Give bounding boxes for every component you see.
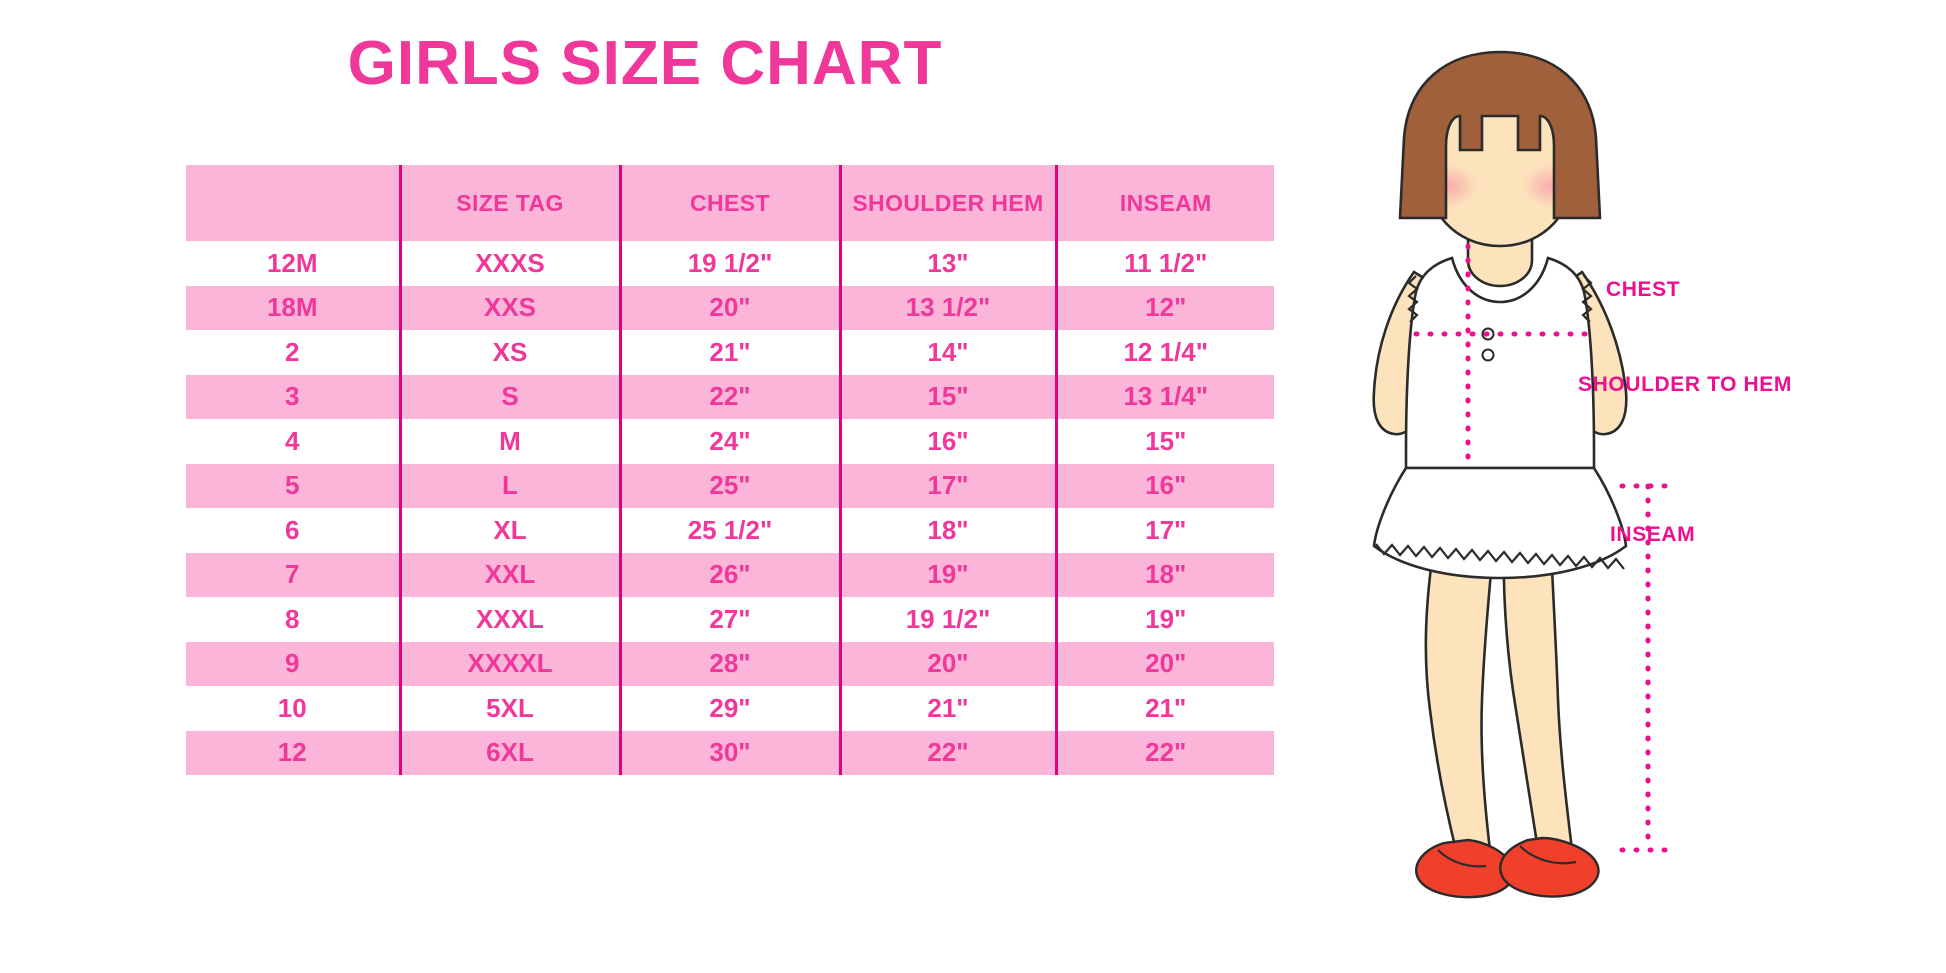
cell-chest: 24" <box>618 419 840 464</box>
cell-inseam: 15" <box>1054 419 1274 464</box>
table-row: 3 S 22" 15" 13 1/4" <box>186 374 1274 419</box>
annotation-label-chest: CHEST <box>1606 278 1681 301</box>
girl-figure-illustration <box>1372 50 1673 899</box>
cell-chest: 19 1/2" <box>618 241 840 286</box>
cell-size: 18M <box>266 292 318 323</box>
table-row: 2 XS 21" 14" 12 1/4" <box>186 330 1274 375</box>
cell-shoulder-hem: 18" <box>838 508 1056 553</box>
cell-size: 3 <box>285 381 300 412</box>
column-header-size <box>186 165 400 241</box>
cell-shoulder-hem: 15" <box>838 374 1056 419</box>
cell-size: 2 <box>285 336 300 367</box>
cell-size-tag: XXXXL <box>398 641 620 686</box>
column-header-shoulder-hem: SHOULDER HEM <box>838 165 1056 241</box>
shirt-garment <box>1404 256 1596 470</box>
table-row: 12 6XL 30" 22" 22" <box>186 730 1274 775</box>
table-row: 8 XXXL 27" 19 1/2" 19" <box>186 597 1274 642</box>
shoes-group <box>1415 836 1600 899</box>
cell-inseam: 12 1/4" <box>1054 330 1274 375</box>
cell-size: 5 <box>285 470 300 501</box>
cell-inseam: 19" <box>1054 597 1274 642</box>
table-row: 4 M 24" 16" 15" <box>186 419 1274 464</box>
page-title: GIRLS SIZE CHART <box>347 29 943 98</box>
table-row: 9 XXXXL 28" 20" 20" <box>186 641 1274 686</box>
annotation-label-shoulder-to-hem: SHOULDER TO HEM <box>1578 373 1792 396</box>
cell-shoulder-hem: 16" <box>838 419 1056 464</box>
cell-inseam: 18" <box>1054 552 1274 597</box>
cell-chest: 25" <box>618 463 840 508</box>
cell-shoulder-hem: 14" <box>838 330 1056 375</box>
cell-chest: 22" <box>618 374 840 419</box>
measurement-illustration-panel: CHEST SHOULDER TO HEM INSEAM <box>1360 50 1940 950</box>
cell-size-tag: 6XL <box>398 730 620 775</box>
cell-chest: 20" <box>618 285 840 330</box>
cell-size: 10 <box>277 692 307 723</box>
column-header-chest: CHEST <box>618 165 840 241</box>
cell-shoulder-hem: 21" <box>838 686 1056 731</box>
cell-chest: 26" <box>618 552 840 597</box>
size-chart-table: SIZE TAG CHEST SHOULDER HEM INSEAM 12M XX… <box>186 165 1274 775</box>
button-lower <box>1481 348 1495 362</box>
cell-size-tag: S <box>398 374 620 419</box>
cell-size: 6 <box>285 514 300 545</box>
cell-inseam: 12" <box>1054 285 1274 330</box>
table-row: 10 5XL 29" 21" 21" <box>186 686 1274 731</box>
cell-size: 12 <box>277 737 307 768</box>
cell-inseam: 13 1/4" <box>1054 374 1274 419</box>
cell-inseam: 11 1/2" <box>1054 241 1274 286</box>
cell-size-tag: M <box>398 419 620 464</box>
cell-shoulder-hem: 19 1/2" <box>838 597 1056 642</box>
size-chart-table-container: SIZE TAG CHEST SHOULDER HEM INSEAM 12M XX… <box>186 165 1274 775</box>
cell-shoulder-hem: 17" <box>838 463 1056 508</box>
cell-size-tag: 5XL <box>398 686 620 731</box>
cell-size: 9 <box>285 648 300 679</box>
cell-size: 7 <box>285 559 300 590</box>
cell-size-tag: L <box>398 463 620 508</box>
cell-shoulder-hem: 22" <box>838 730 1056 775</box>
table-body: 12M XXXS 19 1/2" 13" 11 1/2" 18M XXS 20" 13 1/2"… <box>186 241 1274 775</box>
cell-size: 4 <box>285 425 300 456</box>
table-header-row: SIZE TAG CHEST SHOULDER HEM INSEAM <box>186 165 1274 241</box>
cell-chest: 30" <box>618 730 840 775</box>
cell-inseam: 21" <box>1054 686 1274 731</box>
cell-size-tag: XS <box>398 330 620 375</box>
measurement-guides <box>1413 243 1673 853</box>
cell-size-tag: XXL <box>398 552 620 597</box>
cell-inseam: 16" <box>1054 463 1274 508</box>
cell-chest: 28" <box>618 641 840 686</box>
cell-size-tag: XXS <box>398 285 620 330</box>
cell-chest: 27" <box>618 597 840 642</box>
table-row: 12M XXXS 19 1/2" 13" 11 1/2" <box>186 241 1274 286</box>
table-head: SIZE TAG CHEST SHOULDER HEM INSEAM <box>186 165 1274 241</box>
cell-size-tag: XXXL <box>398 597 620 642</box>
cell-size-tag: XXXS <box>398 241 620 286</box>
skirt-garment <box>1372 466 1628 580</box>
cell-inseam: 20" <box>1054 641 1274 686</box>
cell-shoulder-hem: 13" <box>838 241 1056 286</box>
head-group <box>1398 50 1602 248</box>
cell-inseam: 17" <box>1054 508 1274 553</box>
table-row: 6 XL 25 1/2" 18" 17" <box>186 508 1274 553</box>
cell-shoulder-hem: 19" <box>838 552 1056 597</box>
table-row: 7 XXL 26" 19" 18" <box>186 552 1274 597</box>
cell-size: 12M <box>266 247 318 278</box>
column-header-inseam: INSEAM <box>1054 165 1274 241</box>
cell-chest: 25 1/2" <box>618 508 840 553</box>
table-row: 5 L 25" 17" 16" <box>186 463 1274 508</box>
cell-inseam: 22" <box>1054 730 1274 775</box>
cell-size: 8 <box>285 603 300 634</box>
cell-size-tag: XL <box>398 508 620 553</box>
annotation-label-inseam: INSEAM <box>1610 523 1696 546</box>
table-row: 18M XXS 20" 13 1/2" 12" <box>186 285 1274 330</box>
cell-shoulder-hem: 20" <box>838 641 1056 686</box>
column-header-size-tag: SIZE TAG <box>398 165 620 241</box>
cell-shoulder-hem: 13 1/2" <box>838 285 1056 330</box>
cell-chest: 21" <box>618 330 840 375</box>
cell-chest: 29" <box>618 686 840 731</box>
